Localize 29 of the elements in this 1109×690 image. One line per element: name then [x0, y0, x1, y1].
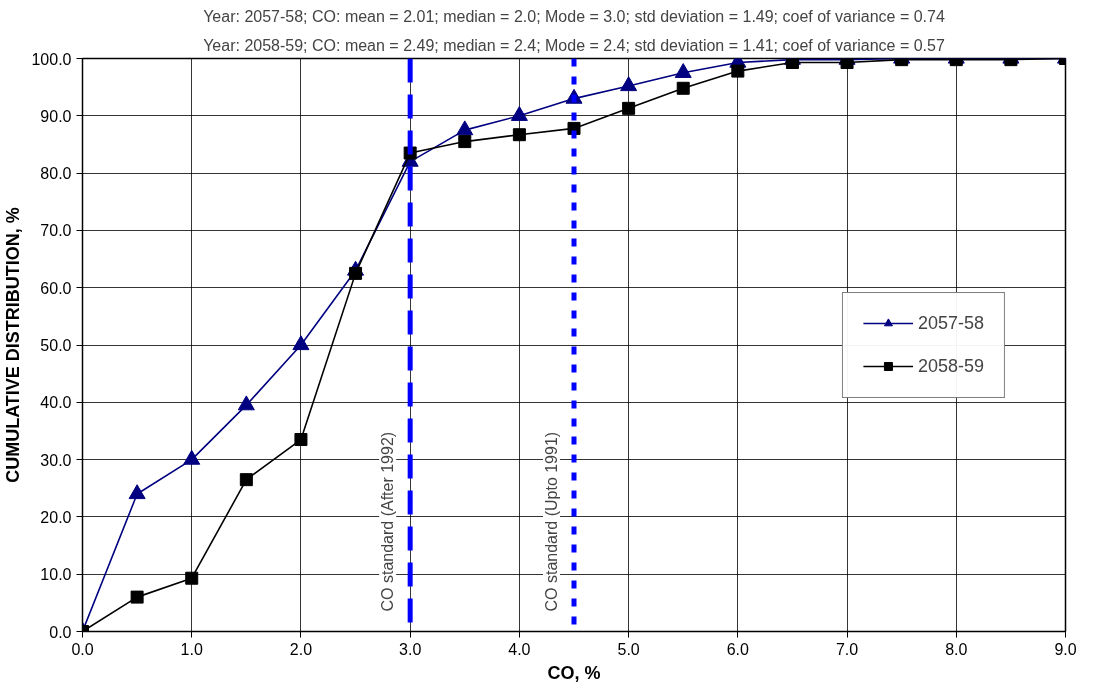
- x-tick-label: 2.0: [289, 640, 313, 658]
- x-tick-label: 5.0: [617, 640, 640, 658]
- y-tick-label: 40.0: [40, 394, 72, 412]
- chart-title: Year: 2057-58; CO: mean = 2.01; median = 2.0; Mode = 3.0; std deviation = 1.49; coef of variance = 0.74: [203, 7, 945, 25]
- legend-label: 2058-59: [917, 355, 984, 377]
- x-tick-label: 4.0: [508, 640, 531, 658]
- y-tick-label: 60.0: [40, 279, 72, 297]
- y-tick-label: 50.0: [40, 337, 72, 354]
- y-axis-title: CUMULATIVE DISTRIBUTION, %: [3, 207, 24, 483]
- ref-line-label: CO standard (Upto 1991): [543, 431, 560, 612]
- x-tick-label: 6.0: [726, 640, 750, 658]
- x-tick-label: 1.0: [180, 640, 203, 658]
- y-tick-label: 20.0: [40, 508, 72, 526]
- y-tick-label: 70.0: [40, 222, 72, 240]
- x-tick-label: 0.0: [71, 640, 94, 658]
- y-tick-label: 90.0: [40, 107, 72, 125]
- x-axis-title: CO, %: [547, 662, 601, 683]
- y-tick-label: 30.0: [40, 451, 72, 469]
- x-tick-label: 8.0: [945, 640, 968, 658]
- x-tick-label: 7.0: [835, 640, 859, 658]
- x-tick-label: 3.0: [399, 640, 422, 658]
- y-tick-label: 80.0: [40, 165, 72, 183]
- chart-subtitle: Year: 2058-59; CO: mean = 2.49; median = 2.4; Mode = 2.4; std deviation = 1.41; coef of variance = 0.57: [203, 36, 945, 54]
- ref-line-label: CO standard (After 1992): [379, 431, 397, 612]
- y-tick-label: 0.0: [49, 623, 72, 641]
- y-tick-label: 10.0: [40, 566, 72, 584]
- legend-label: 2057-58: [917, 312, 984, 334]
- x-tick-label: 9.0: [1054, 640, 1077, 658]
- y-tick-label: 100.0: [31, 50, 72, 68]
